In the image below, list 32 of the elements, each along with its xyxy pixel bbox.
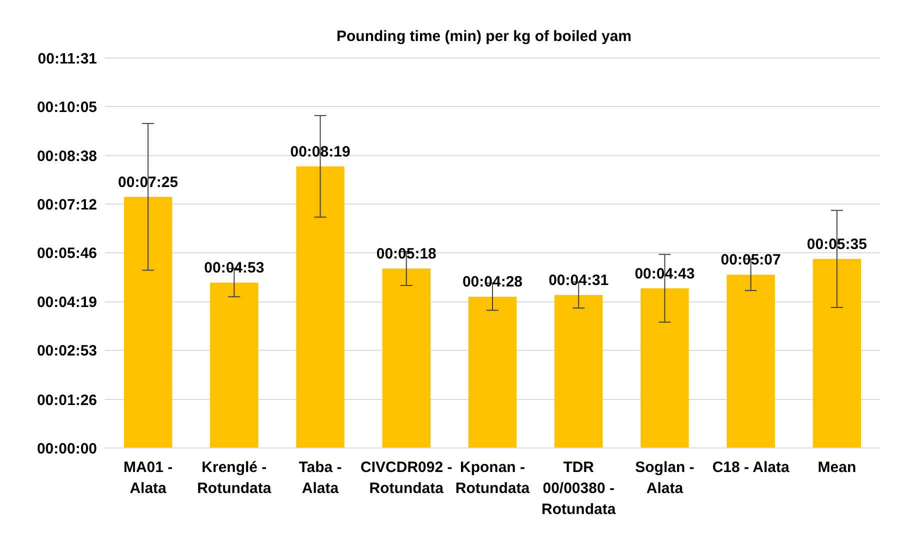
bar	[812, 258, 862, 448]
y-tick-label: 00:01:26	[36, 392, 97, 409]
y-tick-label: 00:08:38	[36, 148, 97, 165]
x-tick-label: Taba - Alata	[298, 459, 342, 497]
bar	[640, 288, 689, 448]
bar	[554, 295, 603, 448]
bar	[296, 166, 344, 448]
bar	[468, 296, 517, 448]
data-label: 00:04:28	[462, 274, 523, 291]
y-tick-label: 00:02:53	[36, 342, 97, 360]
y-tick-label: 00:11:31	[38, 50, 97, 68]
bar	[726, 274, 775, 448]
y-tick-label: 00:04:19	[36, 294, 97, 312]
y-tick-label: 00:10:05	[36, 98, 97, 116]
y-tick-label: 00:00:00	[36, 440, 97, 458]
x-tick-label: Soglan - Alata	[635, 459, 694, 497]
x-tick-label: Krenglé - Rotundata	[197, 459, 272, 497]
chart-title: Pounding time (min) per kg of boiled yam	[335, 28, 632, 47]
data-label: 00:04:53	[204, 260, 264, 277]
x-tick-label: TDR 00/00380 - Rotundata	[542, 459, 616, 518]
x-tick-label: CIVCDR092 - Rotundata	[360, 459, 452, 497]
x-tick-label: Kponan - Rotundata	[455, 459, 530, 497]
y-tick-label: 00:07:12	[36, 196, 97, 214]
data-label: 00:04:31	[548, 272, 609, 290]
bar	[210, 282, 258, 448]
x-tick-label: C18 - Alata	[712, 459, 790, 476]
bar	[124, 196, 172, 448]
y-tick-label: 00:05:46	[36, 245, 97, 262]
data-label: 00:05:07	[720, 252, 781, 269]
bar	[382, 268, 430, 448]
x-tick-label: MA01 - Alata	[123, 459, 173, 497]
x-tick-label: Mean	[818, 459, 856, 476]
